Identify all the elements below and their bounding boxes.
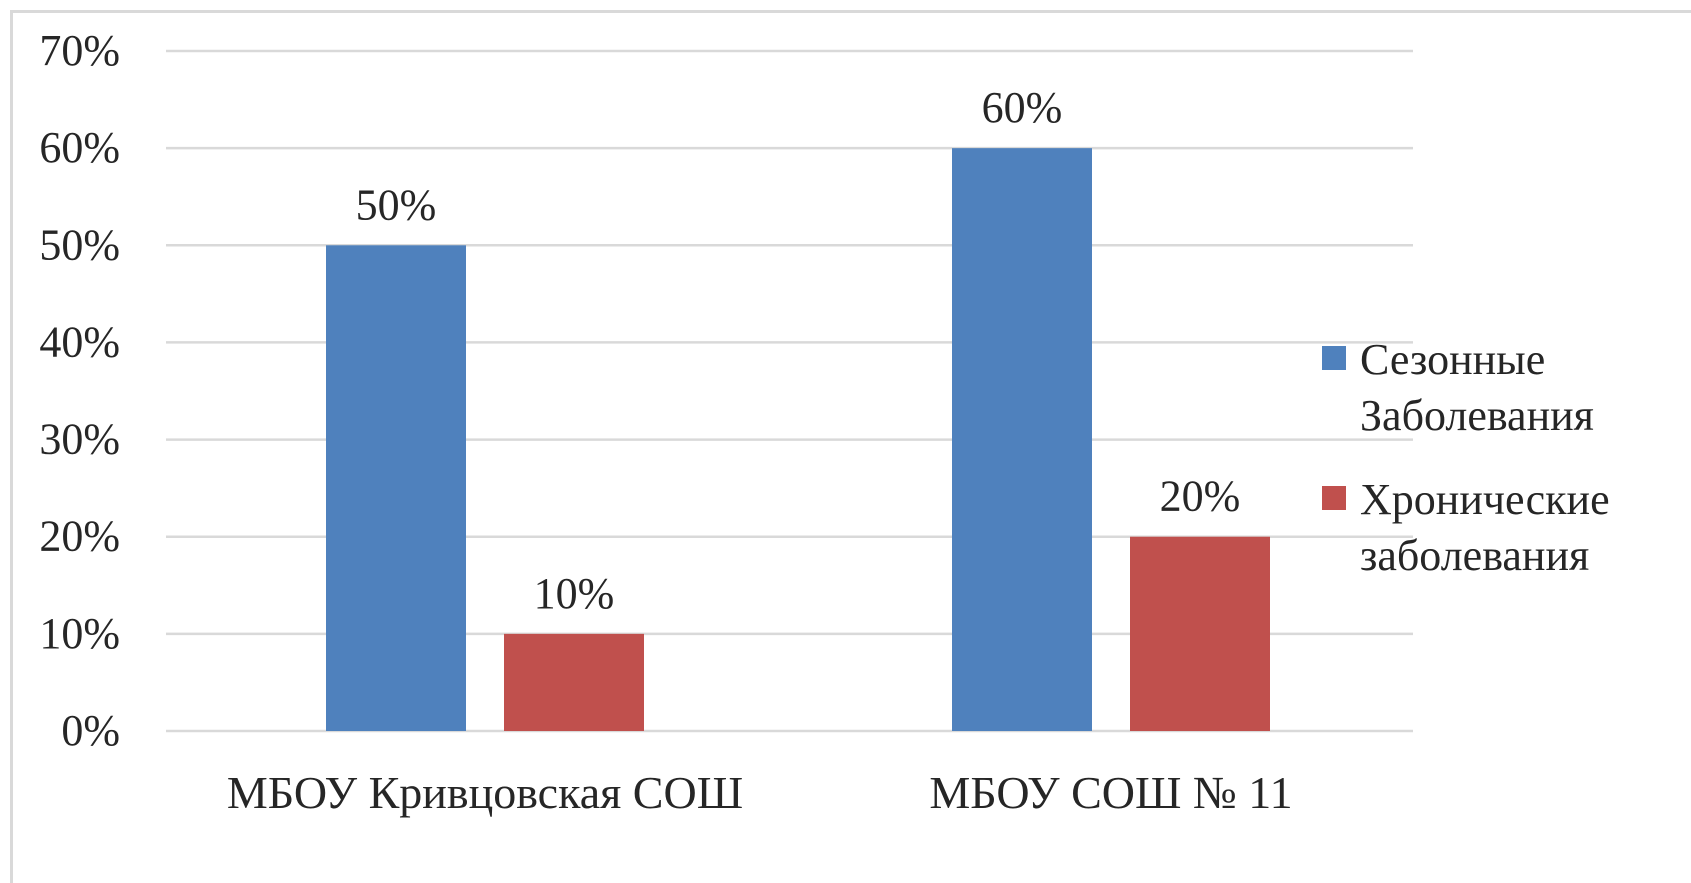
legend-label: заболевания — [1360, 531, 1589, 580]
data-label: 10% — [534, 569, 615, 618]
data-label: 60% — [982, 83, 1063, 132]
legend-label: Сезонные — [1360, 335, 1545, 384]
legend-label: Заболевания — [1360, 391, 1594, 440]
y-tick-label: 60% — [39, 123, 120, 172]
y-tick-label: 50% — [39, 220, 120, 269]
chart-frame — [10, 10, 1691, 883]
data-label: 50% — [356, 180, 437, 229]
bar-хронические-заболевания-1 — [1130, 536, 1270, 731]
legend-swatch — [1322, 346, 1346, 370]
category-label: МБОУ СОШ № 11 — [929, 767, 1292, 818]
y-tick-label: 20% — [39, 512, 120, 561]
y-tick-label: 70% — [39, 26, 120, 75]
y-tick-label: 40% — [39, 317, 120, 366]
legend-swatch — [1322, 486, 1346, 510]
bars — [326, 148, 1270, 732]
y-axis-tick-labels: 0% 10% 20% 30% 40% 50% 60% 70% — [39, 26, 120, 755]
bar-хронические-заболевания-0 — [504, 633, 644, 731]
data-labels: 50% 10% 60% 20% — [356, 83, 1241, 618]
legend-label: Хронические — [1360, 475, 1610, 524]
bar-сезонные-заболевания-0 — [326, 245, 466, 732]
data-label: 20% — [1160, 472, 1241, 521]
y-tick-label: 0% — [61, 706, 120, 755]
category-labels: МБОУ Кривцовская СОШ МБОУ СОШ № 11 — [227, 767, 1293, 818]
category-label: МБОУ Кривцовская СОШ — [227, 767, 743, 818]
legend: Сезонные Заболевания Хронические заболевани… — [1322, 335, 1610, 580]
y-tick-label: 10% — [39, 609, 120, 658]
bar-сезонные-заболевания-1 — [952, 148, 1092, 732]
y-tick-label: 30% — [39, 415, 120, 464]
